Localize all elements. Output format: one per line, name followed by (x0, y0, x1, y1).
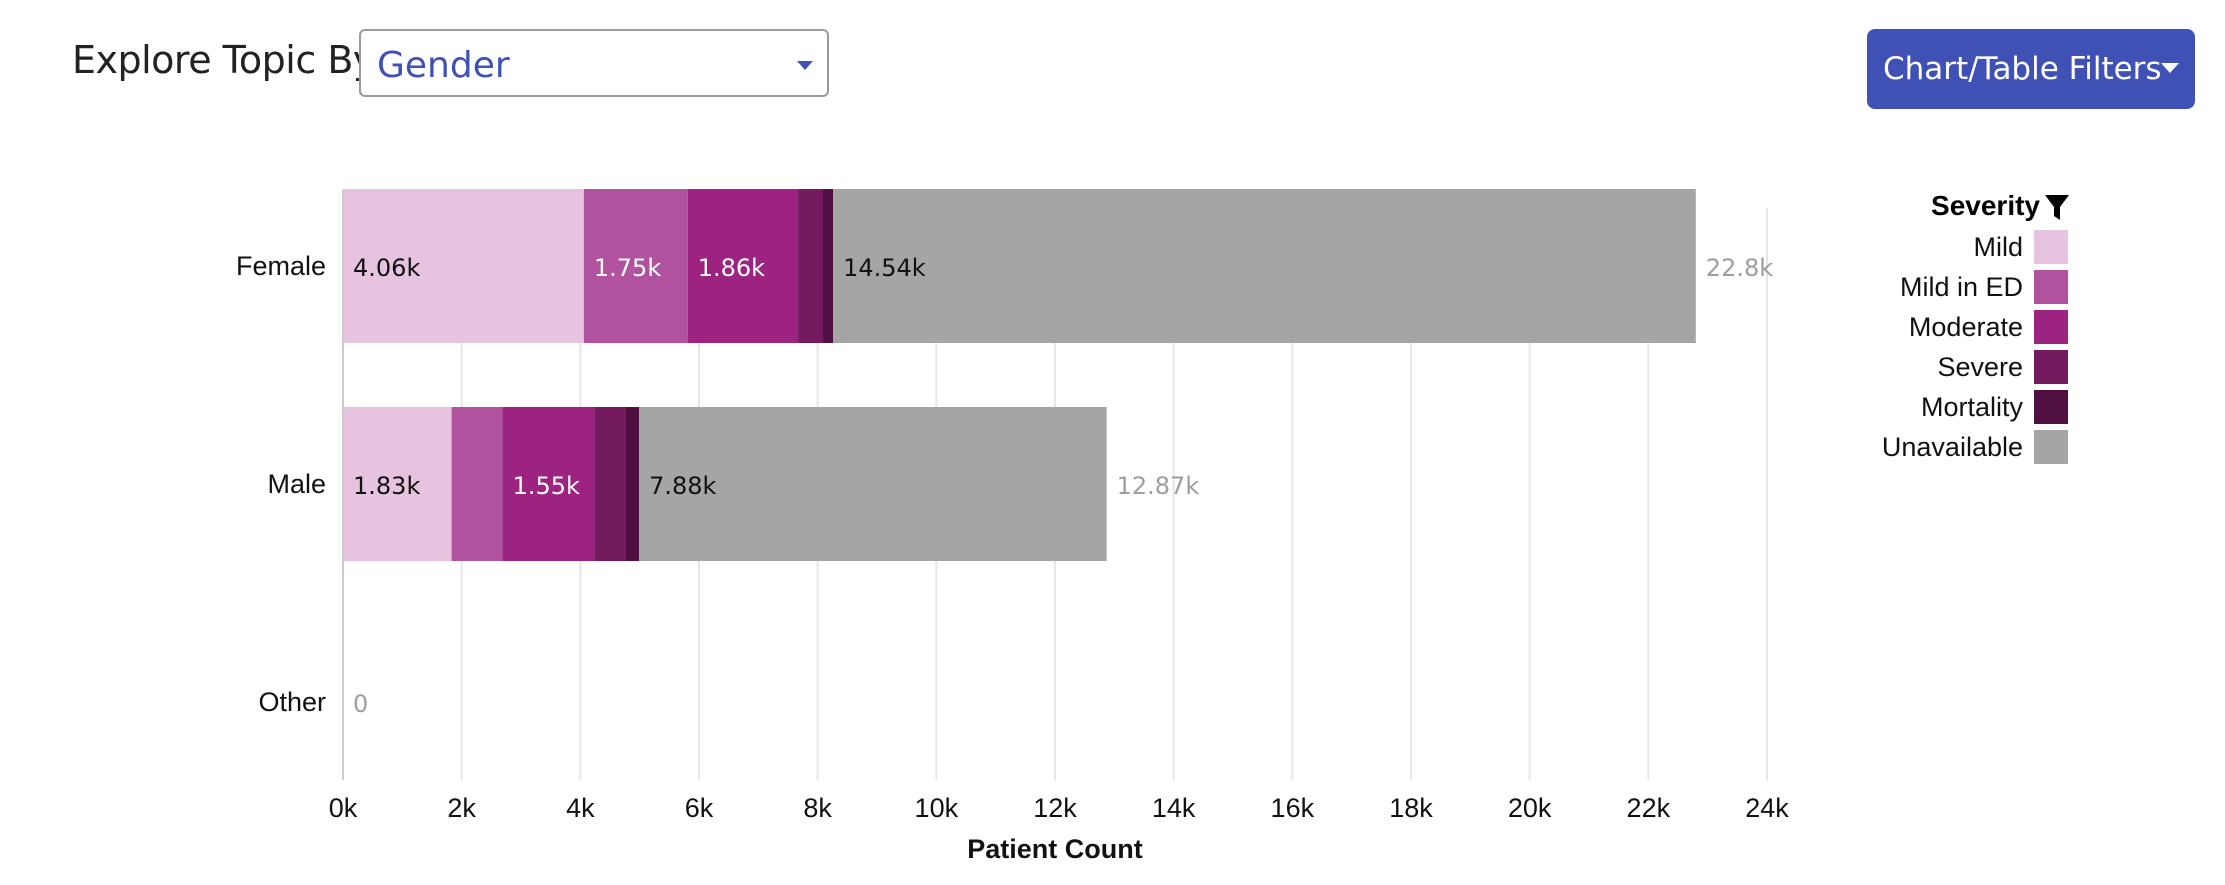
topic-select[interactable]: Gender (359, 29, 829, 97)
bar-segment[interactable] (594, 407, 626, 561)
bar-segment[interactable] (583, 189, 688, 343)
x-tick-label: 12k (1033, 793, 1077, 823)
legend-swatch (2032, 228, 2070, 266)
legend-swatch (2032, 348, 2070, 386)
legend-swatch (2032, 308, 2070, 346)
legend-item-label: Mild (1973, 232, 2023, 262)
bar-segment[interactable] (625, 407, 640, 561)
chart-table-filters-button[interactable]: Chart/Table Filters (1867, 29, 2195, 109)
bar-segment[interactable] (343, 189, 584, 343)
x-tick-label: 2k (447, 793, 476, 823)
legend-swatch (2032, 268, 2070, 306)
total-label: 0 (353, 690, 368, 718)
x-tick-label: 24k (1745, 793, 1789, 823)
topic-select-value: Gender (377, 45, 510, 86)
legend-item-label: Mortality (1920, 392, 2023, 422)
bar-segment[interactable] (343, 407, 452, 561)
data-label: 1.86k (698, 254, 765, 282)
x-tick-label: 14k (1152, 793, 1196, 823)
total-label: 12.87k (1117, 472, 1200, 500)
legend-item-label: Moderate (1908, 312, 2023, 342)
x-tick-label: 6k (685, 793, 714, 823)
filter-icon[interactable] (2044, 194, 2070, 222)
data-label: 14.54k (843, 254, 926, 282)
x-tick-label: 22k (1627, 793, 1671, 823)
legend-item-label: Mild in ED (1899, 272, 2023, 302)
bar-segment[interactable] (833, 189, 1696, 343)
bar-segment[interactable] (823, 189, 834, 343)
x-tick-label: 4k (566, 793, 595, 823)
legend-item[interactable]: Moderate (1840, 308, 2070, 346)
category-label: Female (236, 251, 326, 281)
data-label: 1.83k (353, 472, 420, 500)
x-tick-label: 20k (1508, 793, 1552, 823)
legend-item-label: Severe (1937, 352, 2023, 382)
bar-segment[interactable] (687, 189, 799, 343)
legend-item-label: Unavailable (1881, 432, 2023, 462)
legend-item[interactable]: Mild in ED (1840, 268, 2070, 306)
bar-segment[interactable] (502, 407, 595, 561)
category-label: Other (258, 687, 326, 717)
data-label: 1.75k (594, 254, 661, 282)
x-tick-label: 8k (803, 793, 832, 823)
x-tick-label: 10k (915, 793, 959, 823)
legend-title: Severity (1931, 190, 2040, 221)
legend-item[interactable]: Mortality (1840, 388, 2070, 426)
legend-swatch (2032, 428, 2070, 466)
total-label: 22.8k (1706, 254, 1773, 282)
data-label: 1.55k (513, 472, 580, 500)
x-axis-title: Patient Count (967, 834, 1143, 864)
category-label: Male (267, 469, 326, 499)
x-tick-label: 16k (1271, 793, 1315, 823)
caret-down-icon (2161, 63, 2179, 73)
bar-segment[interactable] (639, 407, 1107, 561)
legend-item[interactable]: Mild (1840, 228, 2070, 266)
chart-table-filters-label: Chart/Table Filters (1883, 51, 2162, 87)
legend-item[interactable]: Severe (1840, 348, 2070, 386)
data-label: 4.06k (353, 254, 420, 282)
caret-down-icon (797, 61, 813, 70)
data-label: 7.88k (649, 472, 716, 500)
bar-chart: 4.06k 1.75k 1.86k 14.54k 22.8k Female 1.83k 1.5… (236, 189, 1789, 864)
x-tick-label: 0k (329, 793, 358, 823)
legend-swatch (2032, 388, 2070, 426)
legend-item[interactable]: Unavailable (1840, 428, 2070, 466)
explore-topic-label: Explore Topic By (72, 38, 375, 82)
bar-segment[interactable] (451, 407, 503, 561)
bar-segment[interactable] (798, 189, 824, 343)
x-tick-label: 18k (1389, 793, 1433, 823)
